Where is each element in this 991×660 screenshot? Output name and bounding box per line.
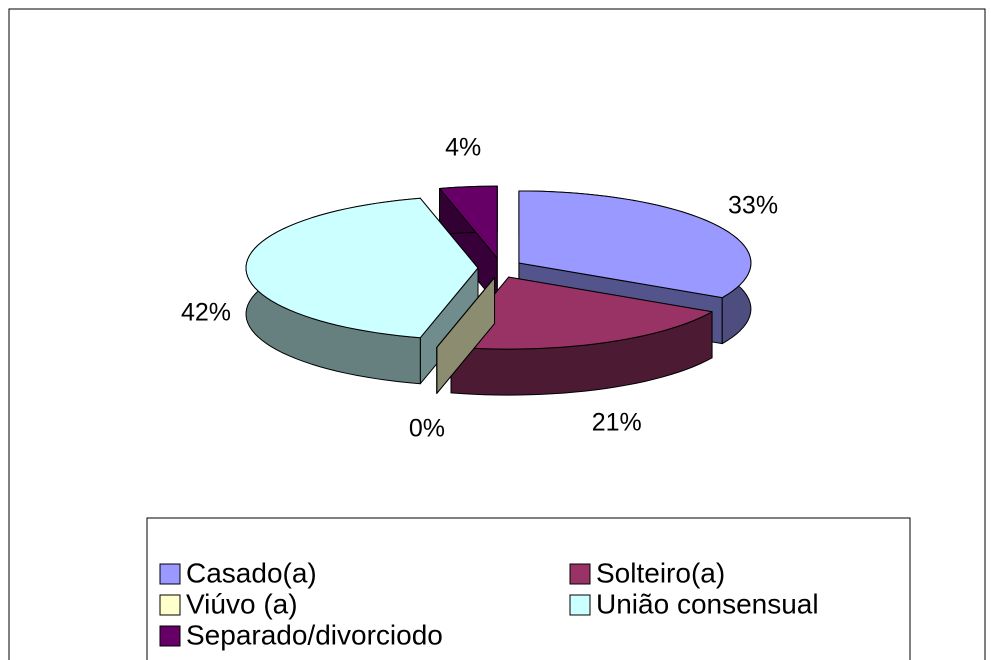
slice-top bbox=[439, 185, 498, 259]
data-label: 4% bbox=[445, 134, 481, 162]
legend-label: Separado/divorciodo bbox=[186, 619, 443, 650]
legend-label: Solteiro(a) bbox=[596, 557, 725, 588]
legend-swatch bbox=[569, 594, 591, 616]
data-label: 21% bbox=[592, 409, 642, 437]
slice-top bbox=[436, 277, 496, 348]
legend-label: Casado(a) bbox=[186, 557, 317, 588]
data-label: 0% bbox=[409, 415, 445, 443]
legend-label: Viúvo (a) bbox=[186, 588, 298, 619]
slice bbox=[450, 276, 713, 396]
legend-swatch bbox=[569, 563, 591, 585]
data-label: 42% bbox=[181, 299, 231, 327]
data-label: 33% bbox=[728, 192, 778, 220]
slice bbox=[439, 185, 498, 305]
slice-top bbox=[450, 276, 713, 350]
slice-top bbox=[245, 197, 479, 339]
slice-top bbox=[518, 190, 752, 299]
slice bbox=[436, 277, 496, 394]
slice bbox=[245, 197, 479, 385]
legend-box bbox=[146, 517, 911, 660]
legend-swatch bbox=[159, 594, 181, 616]
legend-swatch bbox=[159, 625, 181, 647]
legend-label: União consensual bbox=[596, 588, 819, 619]
legend-swatch bbox=[159, 563, 181, 585]
